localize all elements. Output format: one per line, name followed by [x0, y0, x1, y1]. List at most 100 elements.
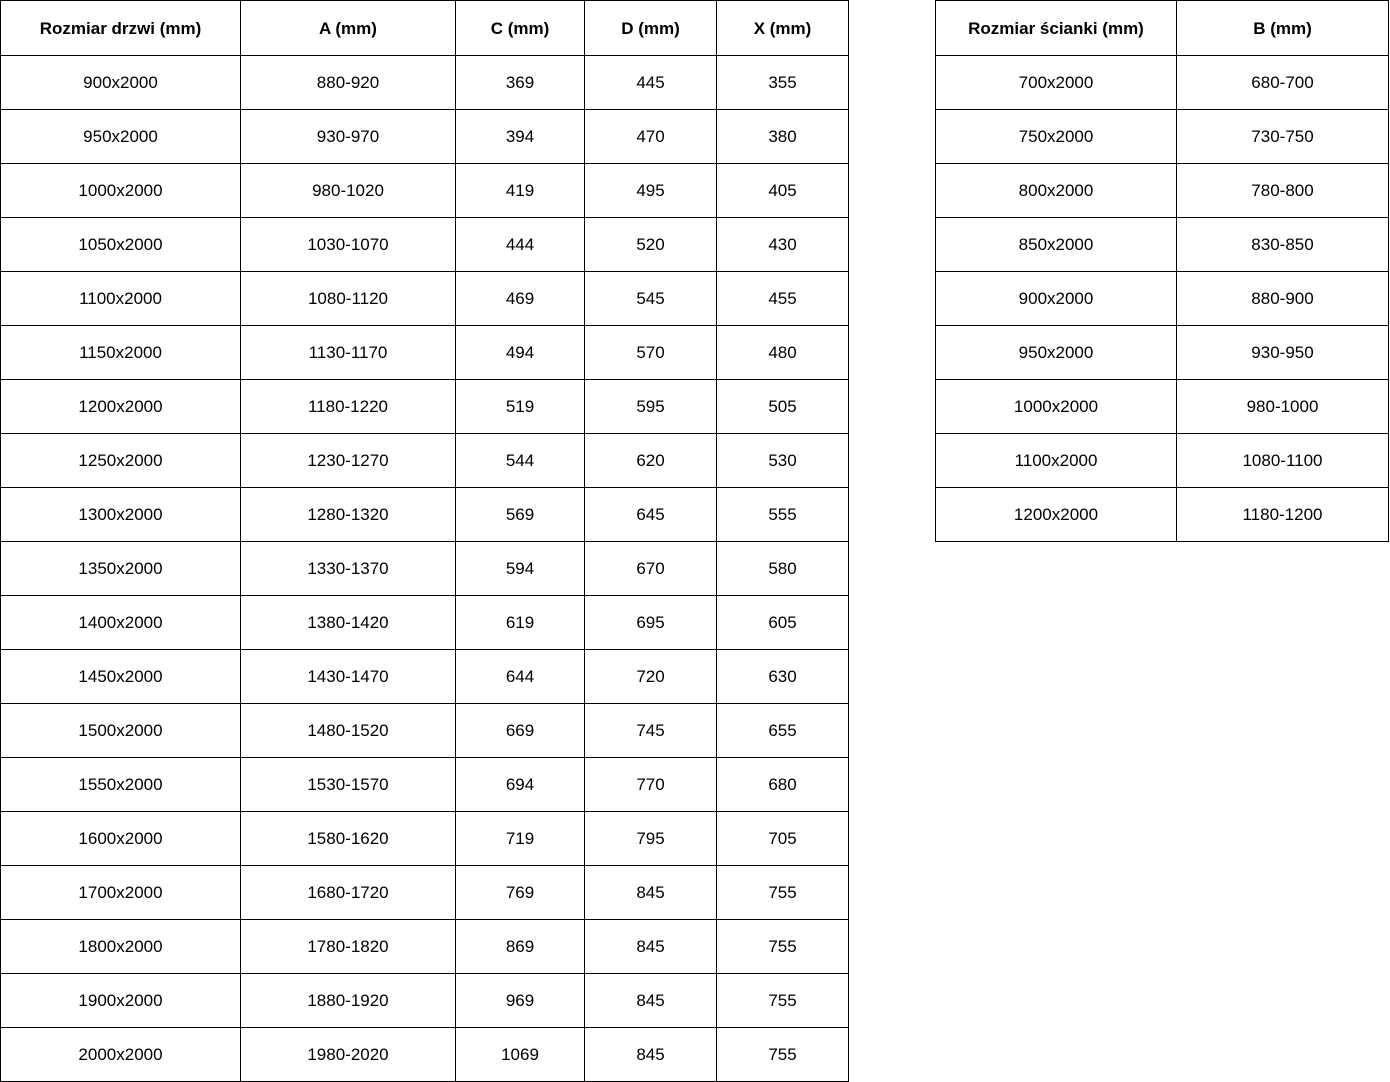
table-cell: 1330-1370: [240, 541, 456, 596]
table-cell: 655: [716, 703, 849, 758]
table-cell: 494: [455, 325, 585, 380]
table-cell: 845: [584, 865, 717, 920]
table-row: 2000x2000 1980-2020 1069 845 755: [0, 1027, 849, 1082]
table-cell: 1430-1470: [240, 649, 456, 704]
table-cell: 469: [455, 271, 585, 326]
table-cell: 530: [716, 433, 849, 488]
table-cell: 705: [716, 811, 849, 866]
table-cell: 800x2000: [935, 163, 1177, 218]
table-cell: 1550x2000: [0, 757, 241, 812]
table-cell: 980-1020: [240, 163, 456, 218]
table-cell: 1200x2000: [0, 379, 241, 434]
table-cell: 430: [716, 217, 849, 272]
column-header: Rozmiar drzwi (mm): [0, 0, 241, 56]
table-cell: 569: [455, 487, 585, 542]
header-row: Rozmiar drzwi (mm) A (mm) C (mm) D (mm) X (m…: [0, 0, 849, 56]
table-row: 1400x2000 1380-1420 619 695 605: [0, 595, 849, 650]
column-header: Rozmiar ścianki (mm): [935, 0, 1177, 56]
table-row: 1550x2000 1530-1570 694 770 680: [0, 757, 849, 812]
table-cell: 544: [455, 433, 585, 488]
table-cell: 930-970: [240, 109, 456, 164]
table-row: 750x2000 730-750: [935, 109, 1389, 164]
table-cell: 1000x2000: [935, 379, 1177, 434]
table-row: 1000x2000 980-1020 419 495 405: [0, 163, 849, 218]
table-row: 950x2000 930-950: [935, 325, 1389, 380]
table-cell: 595: [584, 379, 717, 434]
table-cell: 1600x2000: [0, 811, 241, 866]
column-header: C (mm): [455, 0, 585, 56]
table-cell: 745: [584, 703, 717, 758]
table-cell: 644: [455, 649, 585, 704]
table-cell: 1050x2000: [0, 217, 241, 272]
table-row: 1200x2000 1180-1200: [935, 487, 1389, 542]
table-cell: 680-700: [1176, 55, 1389, 110]
table-cell: 570: [584, 325, 717, 380]
table-cell: 505: [716, 379, 849, 434]
table-cell: 545: [584, 271, 717, 326]
table-row: 1800x2000 1780-1820 869 845 755: [0, 919, 849, 974]
table-cell: 1880-1920: [240, 973, 456, 1028]
table-cell: 1180-1200: [1176, 487, 1389, 542]
column-header: D (mm): [584, 0, 717, 56]
table-cell: 680: [716, 757, 849, 812]
table-row: 1450x2000 1430-1470 644 720 630: [0, 649, 849, 704]
table-cell: 355: [716, 55, 849, 110]
table-cell: 1380-1420: [240, 595, 456, 650]
table-row: 1100x2000 1080-1100: [935, 433, 1389, 488]
table-row: 1050x2000 1030-1070 444 520 430: [0, 217, 849, 272]
table-cell: 755: [716, 919, 849, 974]
header-row: Rozmiar ścianki (mm) B (mm): [935, 0, 1389, 56]
table-row: 1600x2000 1580-1620 719 795 705: [0, 811, 849, 866]
table-cell: 755: [716, 973, 849, 1028]
table-cell: 845: [584, 1027, 717, 1082]
table-row: 1150x2000 1130-1170 494 570 480: [0, 325, 849, 380]
table-cell: 720: [584, 649, 717, 704]
table-cell: 470: [584, 109, 717, 164]
table-cell: 845: [584, 919, 717, 974]
table-cell: 1100x2000: [0, 271, 241, 326]
table-row: 900x2000 880-900: [935, 271, 1389, 326]
table-cell: 1500x2000: [0, 703, 241, 758]
table-cell: 580: [716, 541, 849, 596]
table-cell: 694: [455, 757, 585, 812]
table-cell: 695: [584, 595, 717, 650]
table-cell: 1680-1720: [240, 865, 456, 920]
table-cell: 455: [716, 271, 849, 326]
table-cell: 1580-1620: [240, 811, 456, 866]
table-cell: 1800x2000: [0, 919, 241, 974]
table-cell: 880-900: [1176, 271, 1389, 326]
table-cell: 850x2000: [935, 217, 1177, 272]
table-cell: 830-850: [1176, 217, 1389, 272]
table-cell: 555: [716, 487, 849, 542]
table-cell: 1900x2000: [0, 973, 241, 1028]
table-cell: 669: [455, 703, 585, 758]
table-cell: 670: [584, 541, 717, 596]
table-cell: 419: [455, 163, 585, 218]
table-cell: 1000x2000: [0, 163, 241, 218]
table-cell: 480: [716, 325, 849, 380]
table-cell: 755: [716, 865, 849, 920]
table-cell: 969: [455, 973, 585, 1028]
table-cell: 980-1000: [1176, 379, 1389, 434]
table-row: 1250x2000 1230-1270 544 620 530: [0, 433, 849, 488]
table-cell: 1700x2000: [0, 865, 241, 920]
table-cell: 719: [455, 811, 585, 866]
table-cell: 630: [716, 649, 849, 704]
table-cell: 2000x2000: [0, 1027, 241, 1082]
table-row: 900x2000 880-920 369 445 355: [0, 55, 849, 110]
table-cell: 900x2000: [0, 55, 241, 110]
table-cell: 1450x2000: [0, 649, 241, 704]
table-cell: 780-800: [1176, 163, 1389, 218]
table-cell: 755: [716, 1027, 849, 1082]
table-cell: 950x2000: [0, 109, 241, 164]
table-row: 1300x2000 1280-1320 569 645 555: [0, 487, 849, 542]
table-cell: 444: [455, 217, 585, 272]
table-cell: 1980-2020: [240, 1027, 456, 1082]
table-cell: 1280-1320: [240, 487, 456, 542]
table-cell: 1150x2000: [0, 325, 241, 380]
table-cell: 770: [584, 757, 717, 812]
table-cell: 1080-1120: [240, 271, 456, 326]
table-row: 800x2000 780-800: [935, 163, 1389, 218]
table-cell: 700x2000: [935, 55, 1177, 110]
table-row: 700x2000 680-700: [935, 55, 1389, 110]
